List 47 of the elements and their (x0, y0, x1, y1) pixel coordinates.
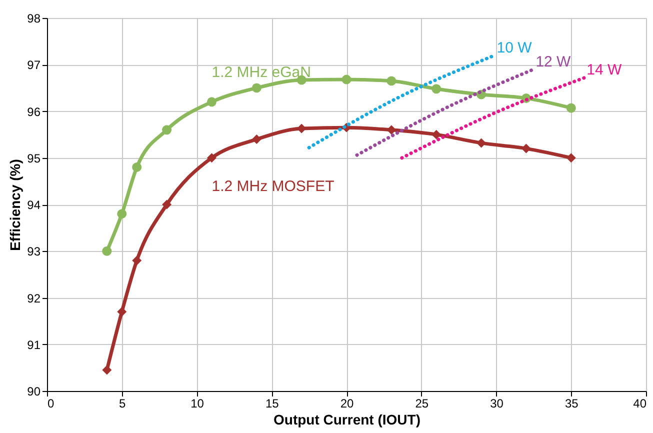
y-tick-label: 97 (27, 58, 41, 72)
x-tick-label: 10 (190, 396, 204, 410)
series-label: 14 W (586, 62, 622, 79)
y-tick-label: 96 (27, 104, 41, 119)
series-label: 12 W (536, 53, 572, 70)
point (102, 365, 112, 375)
x-tick-label: 0 (48, 396, 54, 410)
x-tick-label: 25 (415, 396, 429, 410)
point (252, 134, 262, 144)
point (296, 124, 306, 134)
point (386, 125, 396, 135)
y-tick-label: 94 (27, 198, 41, 212)
point (566, 103, 576, 113)
y-tick-label: 91 (27, 338, 41, 352)
point (162, 200, 172, 210)
x-tick-label: 35 (564, 396, 579, 410)
point (206, 153, 216, 163)
point (117, 209, 127, 219)
y-tick-label: 92 (27, 291, 41, 306)
y-tick-label: 90 (27, 384, 41, 398)
series-label: 10 W (496, 39, 533, 56)
point (206, 97, 216, 107)
y-tick-label: 98 (27, 12, 41, 26)
x-tick-label: 20 (340, 396, 354, 410)
x-axis-title: Output Current (IOUT) (274, 412, 420, 428)
point (566, 153, 576, 163)
x-tick-label: 40 (633, 396, 647, 410)
series-label: 1.2 MHz MOSFET (212, 178, 334, 195)
point (132, 162, 142, 172)
y-tick-label: 93 (27, 244, 41, 259)
point (521, 144, 531, 154)
point (252, 83, 262, 93)
x-tick-label: 15 (265, 396, 280, 410)
y-tick-label: 95 (27, 151, 41, 166)
y-axis-title: Efficiency (%) (7, 159, 24, 251)
point (476, 138, 486, 148)
x-tick-label: 5 (119, 396, 126, 410)
point (386, 76, 396, 86)
series-label: 1.2 MHz eGaN (212, 64, 311, 81)
point (117, 306, 127, 316)
x-tick-label: 30 (490, 396, 504, 410)
point (432, 130, 442, 140)
point (132, 256, 142, 266)
point (162, 125, 172, 135)
point (432, 84, 442, 94)
point (342, 74, 352, 84)
point (102, 246, 112, 256)
